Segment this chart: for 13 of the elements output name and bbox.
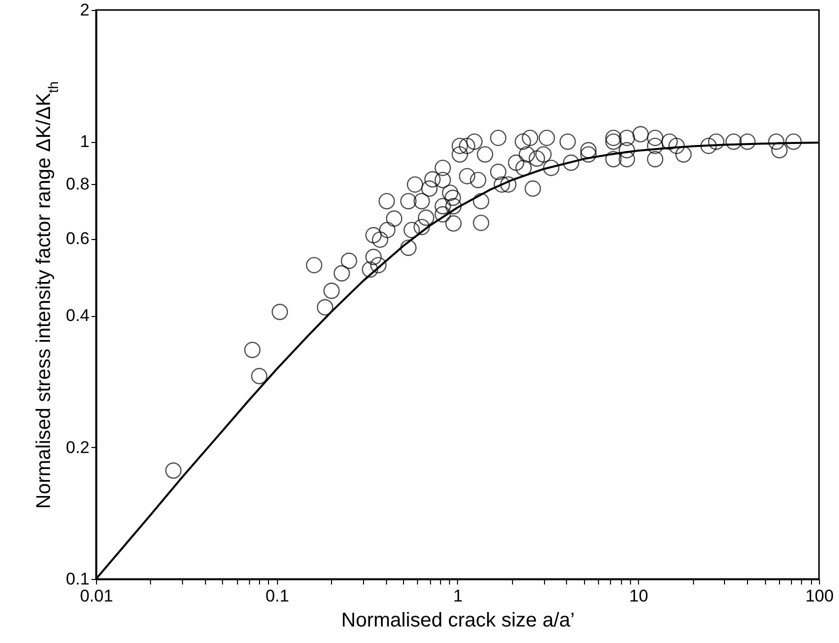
x-axis-title: Normalised crack size a/a’: [341, 610, 575, 632]
y-tick-label: 0.4: [66, 306, 90, 326]
x-tick-label: 1: [453, 586, 463, 606]
y-tick-label: 0.8: [66, 174, 90, 194]
x-tick-label: 10: [629, 586, 648, 606]
x-tick-label: 0.1: [265, 586, 290, 606]
y-tick-label: 2: [80, 0, 90, 20]
y-tick-label: 0.2: [66, 438, 90, 457]
y-tick-label: 1: [80, 132, 90, 152]
x-tick-label: 100: [805, 586, 834, 606]
y-tick-label: 0.1: [66, 570, 90, 588]
y-tick-label: 0.6: [66, 229, 90, 248]
x-tick-label: 0.01: [80, 586, 114, 606]
